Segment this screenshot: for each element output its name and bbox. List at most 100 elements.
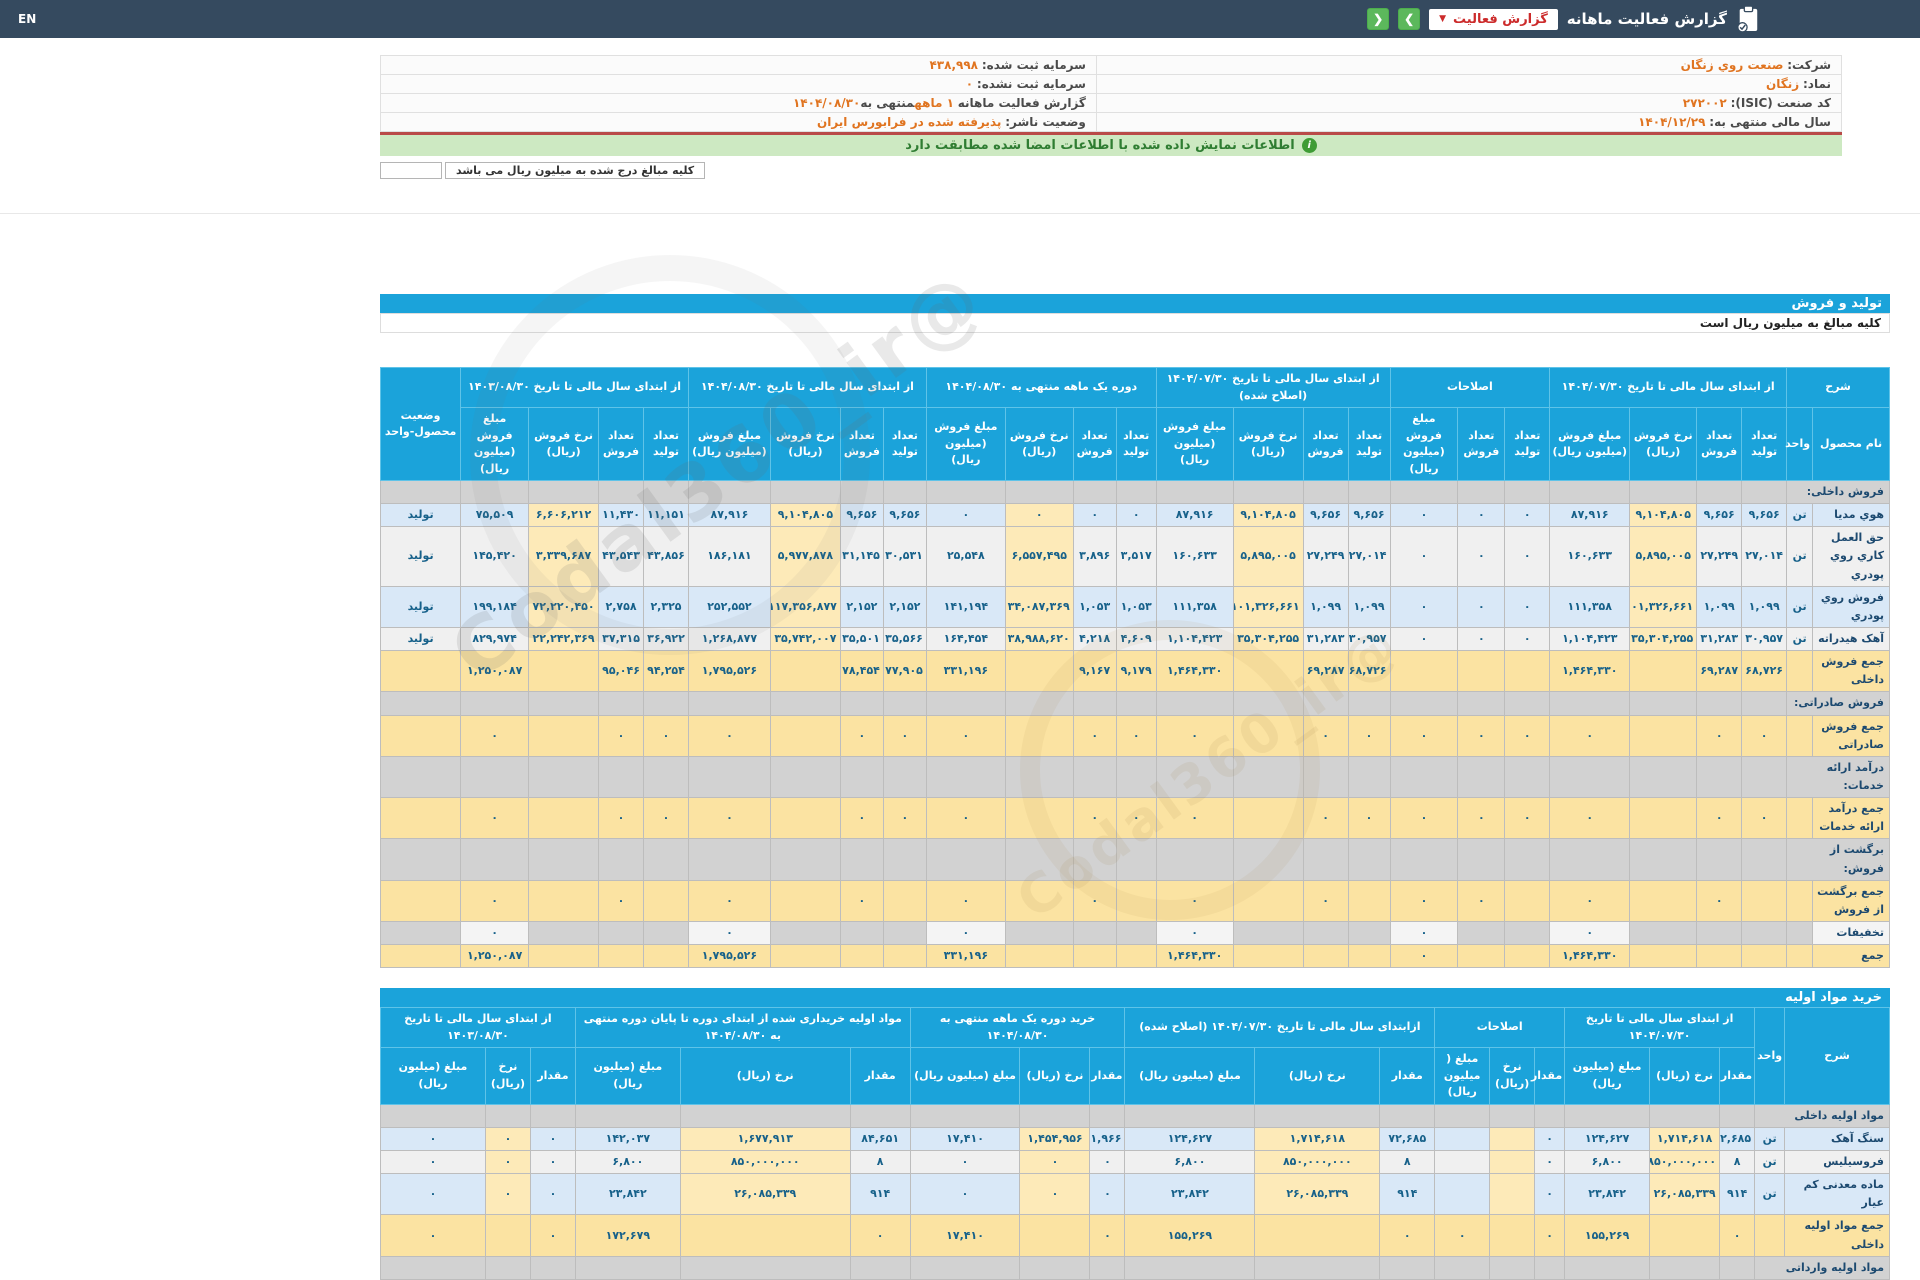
- table-row: جمع فروش صادراتی ۰ ۰ ۰ ۰ ۰ ۰ ۰ ۰ ۰ ۰ ۰ ۰ ۰ ۰ ۰ ۰ ۰ ۰: [379, 714, 1890, 757]
- column-header: مبلغ فروش (میلیون ریال): [687, 407, 771, 481]
- data-cell: ۰: [1719, 1214, 1756, 1257]
- company-label: شرکت:: [1787, 58, 1831, 72]
- data-cell: [1004, 650, 1074, 693]
- section-cell: [1232, 755, 1304, 799]
- data-cell: ۰: [1389, 797, 1459, 840]
- fiscal-year-label: سال مالی منتهی به:: [1709, 115, 1831, 129]
- section-label: فروش صادراتی:: [1786, 691, 1890, 716]
- data-cell: [528, 797, 600, 840]
- section-cell: [1629, 838, 1698, 881]
- data-cell: ۶,۸۰۰: [1564, 1150, 1651, 1175]
- data-cell: تن: [1754, 1150, 1786, 1175]
- data-cell: ۱۹۹,۱۸۴: [460, 585, 530, 628]
- data-cell: [1741, 920, 1788, 946]
- section-cell: [1155, 755, 1234, 799]
- clipboard-report-icon: [1736, 5, 1760, 33]
- data-cell: ۰: [598, 797, 645, 840]
- section-cell: [679, 1103, 851, 1128]
- section-cell: [1504, 755, 1551, 799]
- section-cell: [1347, 479, 1391, 505]
- data-cell: [1786, 879, 1814, 922]
- signed-info-alert: i اطلاعات نمایش داده شده با اطلاعات امضا…: [380, 135, 1842, 156]
- data-cell: [1504, 944, 1551, 969]
- symbol-label: نماد:: [1802, 77, 1831, 91]
- data-cell: ۱۱۱,۳۵۸: [1549, 585, 1631, 628]
- nav-back-button[interactable]: ❮: [1367, 8, 1390, 30]
- data-cell: ۰: [1457, 626, 1506, 652]
- data-cell: ۵,۸۹۵,۰۰۵: [1629, 526, 1698, 587]
- data-cell: [1019, 1214, 1091, 1257]
- section-cell: [1232, 691, 1304, 716]
- data-cell: ۸: [849, 1150, 911, 1175]
- section-cell: [1534, 1103, 1566, 1128]
- data-cell: ۰: [839, 797, 884, 840]
- section-cell: [1629, 691, 1698, 716]
- capital-registered-value: ۴۳۸,۹۹۸: [929, 58, 978, 72]
- data-cell: ۱,۰۹۹: [1696, 585, 1743, 628]
- data-cell: ۰: [1457, 879, 1506, 922]
- data-cell: ۳۶,۹۲۲: [643, 626, 689, 652]
- data-cell: [1302, 944, 1349, 969]
- section-cell: [1004, 691, 1074, 716]
- data-cell: ۰: [839, 879, 884, 922]
- data-cell: ۹,۱۷۹: [1115, 650, 1157, 693]
- data-cell: ۱۷۲,۶۷۹: [574, 1214, 681, 1257]
- section-cell: [598, 479, 645, 505]
- data-cell: ۰: [1115, 797, 1157, 840]
- section-cell: [380, 1255, 486, 1280]
- data-cell: [1434, 1126, 1491, 1152]
- section-cell: [1434, 1255, 1491, 1280]
- data-cell: ۷۷,۹۰۵: [882, 650, 927, 693]
- data-cell: تولید: [379, 626, 462, 652]
- data-cell: ۰: [909, 1173, 1021, 1216]
- data-cell: [882, 944, 927, 969]
- data-cell: ۶۸,۷۲۶: [1347, 650, 1391, 693]
- empty-box[interactable]: [380, 162, 442, 179]
- data-cell: ۰: [1549, 920, 1631, 946]
- data-cell: ۹,۱۰۴,۸۰۵: [769, 503, 841, 528]
- header-row: مقدار نرخ (ریال) مبلغ (میلیون ریال) مقدار نر…: [380, 1047, 1890, 1105]
- info-icon: i: [1301, 138, 1317, 153]
- nav-forward-button[interactable]: ❯: [1398, 8, 1421, 30]
- row-label: تخفیفات: [1812, 920, 1890, 946]
- data-cell: [1504, 920, 1551, 946]
- section-cell: [1549, 838, 1631, 881]
- data-cell: تولید: [379, 585, 462, 628]
- data-cell: [379, 797, 462, 840]
- section-cell: [769, 838, 841, 881]
- column-header: نرخ (ریال): [1489, 1047, 1536, 1105]
- data-cell: ۰: [1504, 797, 1551, 840]
- data-cell: ۰: [380, 1126, 486, 1152]
- section-cell: [1696, 838, 1743, 881]
- purchases-table-container: شرح واحد از ابتدای سال مالی تا تاریخ ۱۴۰۴/…: [380, 1007, 1890, 1280]
- data-cell: ۸۷,۹۱۶: [1549, 503, 1631, 528]
- section-cell: [1124, 1103, 1256, 1128]
- data-cell: ۰: [1019, 1150, 1091, 1175]
- data-cell: ۱,۰۹۹: [1741, 585, 1788, 628]
- column-header: مواد اولیه خریداری شده از ابتدای دوره تا…: [574, 1007, 911, 1049]
- data-cell: ۳۵,۵۰۱: [839, 626, 884, 652]
- column-header: مبلغ (میلیون ریال): [380, 1047, 486, 1105]
- section-cell: [1564, 1255, 1651, 1280]
- data-cell: ۰: [1089, 1214, 1126, 1257]
- section-cell: [574, 1103, 681, 1128]
- section-cell: [380, 1103, 486, 1128]
- data-cell: تن: [1786, 503, 1814, 528]
- data-cell: [1254, 1214, 1381, 1257]
- data-cell: ۳۵,۳۰۴,۲۵۵: [1232, 626, 1304, 652]
- column-header: نرخ (ریال): [485, 1047, 531, 1105]
- data-cell: ۶,۸۰۰: [574, 1150, 681, 1175]
- section-cell: [925, 479, 1006, 505]
- data-cell: ۰: [925, 879, 1006, 922]
- data-cell: [1004, 879, 1074, 922]
- report-type-dropdown[interactable]: گزارش فعالیت ▼: [1429, 8, 1558, 30]
- section-cell: [529, 1103, 576, 1128]
- column-header: تعداد تولید: [1504, 407, 1551, 481]
- language-toggle[interactable]: EN: [18, 12, 37, 26]
- data-cell: [1232, 797, 1304, 840]
- data-cell: ۰: [1302, 879, 1349, 922]
- table-row: جمع مواد اولیه داخلی ۰ ۱۵۵,۲۶۹ ۰ ۰ ۰ ۱۵۵,۲۶۹ ۰ ۱…: [380, 1214, 1890, 1257]
- sales-table-container: شرح از ابتدای سال مالی تا تاریخ ۱۴۰۴/۰۷/۳…: [379, 367, 1890, 969]
- amounts-note-button[interactable]: کلیه مبالغ درج شده به میلیون ریال می باش…: [445, 162, 706, 179]
- data-cell: ۱۴۲,۰۳۷: [574, 1126, 681, 1152]
